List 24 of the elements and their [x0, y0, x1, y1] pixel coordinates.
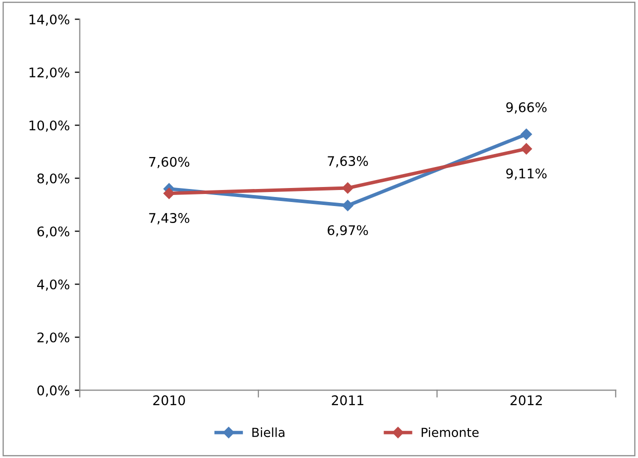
point: [520, 143, 532, 154]
point: [520, 128, 532, 140]
x-tick-label: 2011: [332, 395, 364, 406]
data-label: 9,11%: [506, 168, 547, 180]
legend-label: Piemonte: [422, 427, 479, 438]
y-tick-label: 2,0%: [37, 332, 70, 344]
y-tick-label: 0,0%: [37, 385, 70, 397]
y-tick-label: 10,0%: [30, 120, 70, 132]
data-label: 7,43%: [149, 213, 190, 224]
data-label: 6,97%: [328, 225, 368, 237]
y-tick-label: 6,0%: [37, 226, 70, 238]
y-tick-label: 4,0%: [37, 279, 70, 291]
y-tick-label: 14,0%: [30, 14, 70, 26]
point: [342, 200, 354, 212]
point: [163, 188, 175, 199]
data-label: 7,63%: [328, 156, 368, 168]
x-tick-label: 2010: [153, 395, 185, 406]
y-tick-label: 12,0%: [30, 67, 70, 79]
data-label: 7,60%: [149, 156, 190, 168]
y-tick-label: 8,0%: [37, 173, 70, 185]
point: [342, 182, 354, 194]
x-tick-label: 2012: [510, 395, 542, 406]
legend-label: Biella: [252, 427, 284, 438]
data-label: 9,66%: [506, 102, 547, 114]
